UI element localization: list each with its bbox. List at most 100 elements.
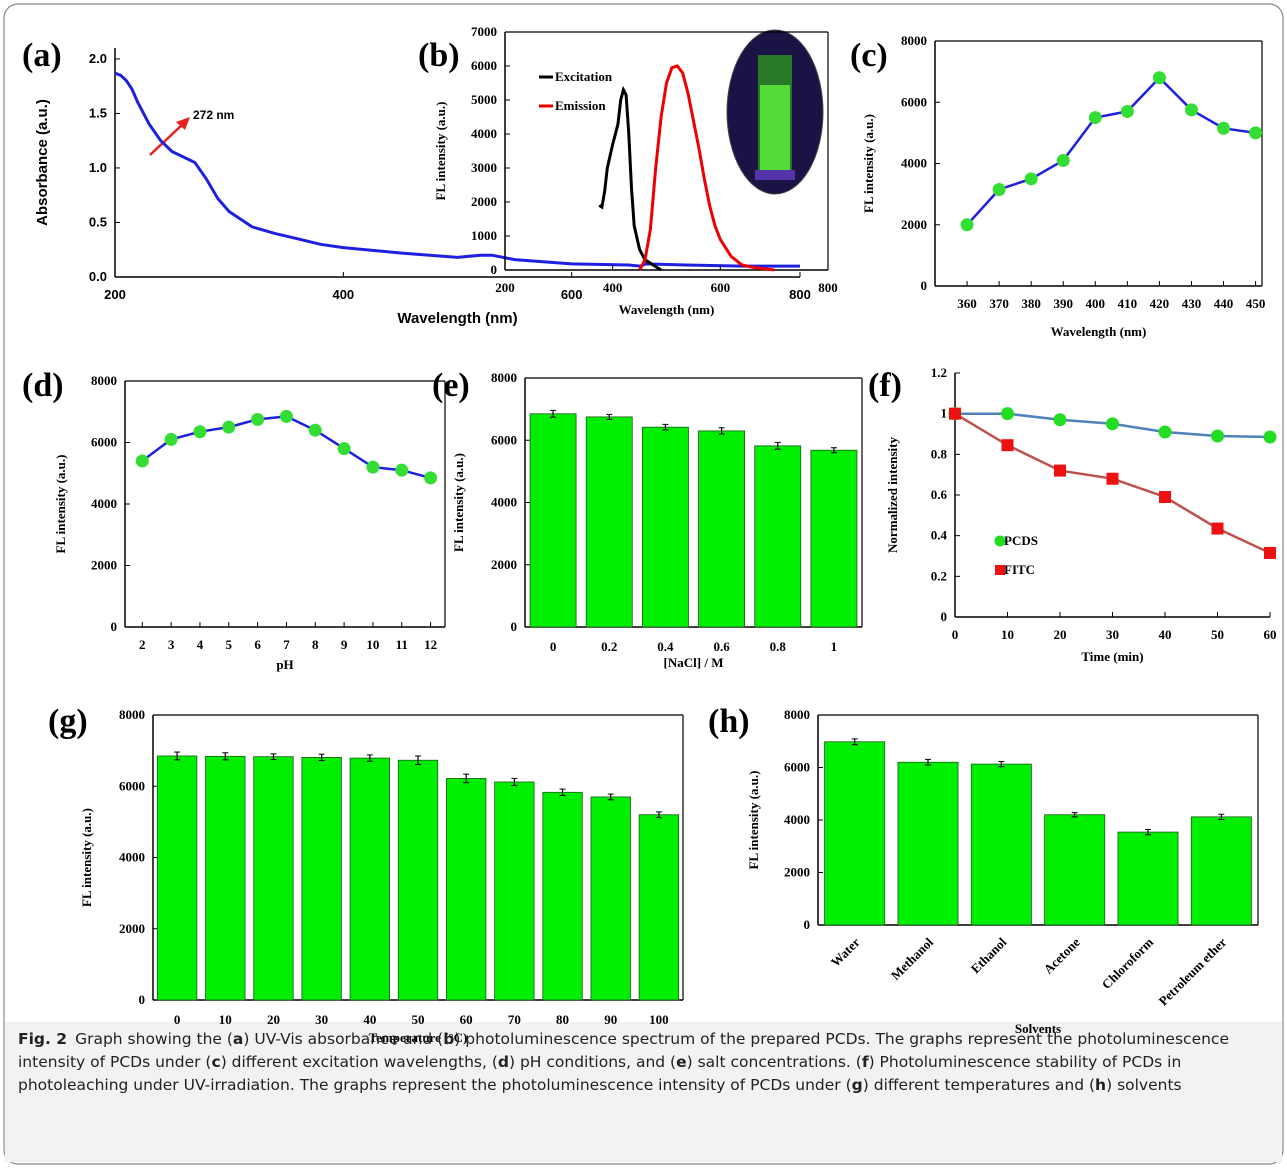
- x-tick-label: 60: [1264, 627, 1277, 642]
- x-axis-title: Solvents: [1015, 1021, 1061, 1036]
- y-tick-label: 0: [139, 992, 146, 1007]
- y-tick-label: 0: [491, 262, 498, 277]
- bar: [1190, 816, 1252, 926]
- bar: [494, 781, 535, 1001]
- inset-photo: [726, 29, 824, 195]
- marker: [949, 407, 961, 420]
- bar: [156, 755, 198, 1001]
- x-axis-title: pH: [276, 657, 293, 672]
- y-tick-label: 8000: [784, 707, 810, 722]
- y-tick-label: 6000: [491, 432, 517, 447]
- caption-text: ) solvents: [1106, 1076, 1182, 1094]
- x-tick-label: 450: [1246, 296, 1266, 311]
- x-tick-label: 60: [460, 1012, 473, 1027]
- y-tick-label: 0: [111, 619, 118, 634]
- panel-label: (e): [432, 367, 470, 404]
- x-tick-label: 420: [1150, 296, 1170, 311]
- x-tick-label: 3: [168, 637, 175, 652]
- y-tick-label: 2.0: [89, 51, 107, 66]
- legend-label: Emission: [555, 98, 606, 113]
- y-tick-label: 0: [941, 609, 948, 624]
- marker: [1152, 71, 1166, 85]
- marker: [193, 425, 207, 439]
- caption-text: c: [211, 1053, 221, 1071]
- x-tick-label: 50: [1211, 627, 1224, 642]
- y-tick-label: 8000: [901, 33, 927, 48]
- x-tick-label: 7: [283, 637, 290, 652]
- caption-text: ) different temperatures and (: [862, 1076, 1096, 1094]
- x-tick-label: 0: [174, 1012, 181, 1027]
- x-tick-label: 4: [197, 637, 204, 652]
- caption-text: f: [861, 1053, 869, 1071]
- x-axis-title: [NaCl] / M: [664, 655, 724, 670]
- x-tick-label: 5: [226, 637, 233, 652]
- x-tick-label: 410: [1118, 296, 1138, 311]
- caption-text: ) Photoluminescence stability of PCDs in…: [18, 1053, 1182, 1094]
- caption-text: ) different excitation wavelengths, (: [220, 1053, 498, 1071]
- caption-text: e: [676, 1053, 687, 1071]
- bar: [349, 757, 390, 1001]
- x-axis-title: Temperature (°C): [369, 1030, 468, 1045]
- line: [638, 64, 775, 272]
- y-tick-label: 0.8: [931, 446, 948, 461]
- bar: [397, 759, 439, 1001]
- y-tick-label: 4000: [119, 850, 145, 865]
- panel-label: (h): [708, 703, 750, 740]
- bar: [638, 814, 680, 1001]
- bar: [446, 778, 487, 1001]
- panel: (d) 0 2000 4000 6000 8000 2 3 4 5 6 7 8 9 10 11 12 pH FL i…: [22, 367, 446, 672]
- marker: [308, 423, 322, 437]
- y-tick-label: 6000: [119, 778, 145, 793]
- y-tick-label: 6000: [784, 760, 810, 775]
- y-tick-label: 0: [921, 278, 928, 293]
- bar: [590, 796, 631, 1001]
- y-tick-label: 7000: [471, 24, 497, 39]
- x-tick-label: 400: [1086, 296, 1106, 311]
- marker: [1106, 417, 1119, 431]
- line: [114, 71, 800, 268]
- x-tick-label: 360: [957, 296, 977, 311]
- line: [966, 76, 1256, 226]
- x-tick-label: 0.6: [713, 639, 730, 654]
- panel-label: (f): [868, 367, 902, 404]
- x-tick-label: 40: [1159, 627, 1172, 642]
- y-tick-label: 8000: [491, 370, 517, 385]
- marker: [1053, 413, 1067, 427]
- y-tick-label: 6000: [471, 58, 497, 73]
- marker: [1054, 464, 1066, 477]
- marker: [135, 454, 149, 468]
- x-tick-label: 10: [219, 1012, 232, 1027]
- x-tick-label: 440: [1214, 296, 1234, 311]
- x-tick-label: 370: [989, 296, 1009, 311]
- marker: [1159, 491, 1171, 504]
- caption-text: d: [497, 1053, 509, 1071]
- bar: [1044, 814, 1106, 926]
- panel-label: (d): [22, 367, 64, 404]
- bar: [205, 755, 246, 1001]
- legend-label: Excitation: [555, 69, 613, 84]
- marker: [1217, 121, 1231, 135]
- x-tick-label: 20: [267, 1012, 280, 1027]
- x-tick-label: 0.8: [770, 639, 787, 654]
- x-tick-label: 600: [711, 280, 731, 295]
- x-tick-label: 800: [818, 280, 838, 295]
- legend-label: FITC: [1004, 562, 1035, 577]
- annotation-arrow: [149, 122, 185, 156]
- y-tick-label: 0.6: [931, 487, 948, 502]
- y-tick-label: 0.2: [931, 568, 947, 583]
- y-axis-title: FL intensity (a.u.): [861, 114, 876, 213]
- caption-text: b: [443, 1030, 455, 1048]
- panel: (a) 0.0 0.5 1.0 1.5 2.0 200 400 600 800 Wavelength…: [22, 37, 811, 327]
- bar: [1117, 831, 1179, 926]
- x-axis-title: Wavelength (nm): [619, 302, 715, 317]
- x-tick-label: 10: [366, 637, 379, 652]
- x-tick-label: 200: [104, 287, 126, 302]
- y-tick-label: 5000: [471, 92, 497, 107]
- marker: [1249, 126, 1263, 140]
- y-tick-label: 2000: [91, 558, 117, 573]
- bar: [585, 416, 633, 628]
- panel: (h) 0 2000 4000 6000 8000 Solvents FL intensity…: [708, 703, 1259, 1036]
- y-tick-label: 0: [804, 917, 811, 932]
